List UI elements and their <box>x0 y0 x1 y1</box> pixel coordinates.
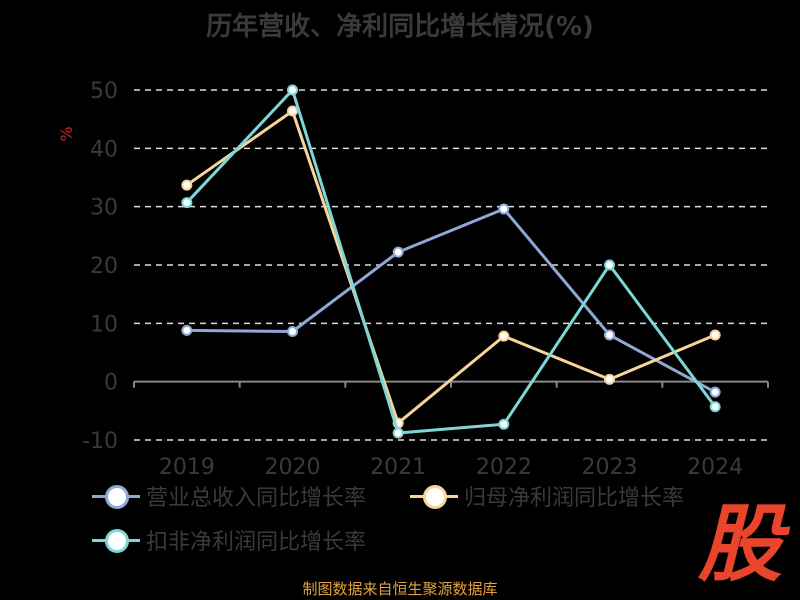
legend-marker-net-profit-icon <box>410 484 458 509</box>
data-point-1 <box>498 330 510 342</box>
y-tick-label: 0 <box>104 371 118 396</box>
data-point-0 <box>181 324 193 336</box>
data-point-0 <box>498 203 510 215</box>
legend-item-deducted-profit[interactable]: 扣非净利润同比增长率 <box>92 524 366 556</box>
data-point-2 <box>392 427 404 439</box>
data-point-0 <box>709 386 721 398</box>
series-line-2 <box>185 87 717 435</box>
data-point-0 <box>287 326 298 337</box>
data-point-1 <box>604 373 615 385</box>
data-source-note: 制图数据来自恒生聚源数据库 <box>302 580 498 598</box>
x-tick-label: 2024 <box>687 455 743 480</box>
data-point-1 <box>709 329 721 341</box>
legend-item-revenue[interactable]: 营业总收入同比增长率 <box>92 480 366 512</box>
x-tick-label: 2019 <box>159 455 215 480</box>
data-point-0 <box>392 246 404 258</box>
y-tick-label: 10 <box>90 312 118 337</box>
series-line-1 <box>185 108 716 426</box>
legend-label-net-profit: 归母净利润同比增长率 <box>464 486 685 511</box>
x-tick-label: 2023 <box>582 455 638 480</box>
legend-label-deducted-profit: 扣非净利润同比增长率 <box>146 530 367 555</box>
legend-marker-revenue-icon <box>92 484 140 509</box>
legend-item-net-profit[interactable]: 归母净利润同比增长率 <box>410 480 684 512</box>
legend-marker-deducted-profit-icon <box>92 528 140 553</box>
stock-logo: 股 <box>697 495 782 593</box>
data-point-2 <box>181 197 193 209</box>
x-tick-label: 2020 <box>265 455 321 480</box>
data-point-2 <box>709 401 721 413</box>
data-point-2 <box>287 84 298 96</box>
chart-title: 历年营收、净利同比增长情况(%) <box>206 12 594 42</box>
data-point-1 <box>287 105 298 117</box>
x-tick-label: 2022 <box>476 455 532 480</box>
data-point-1 <box>181 179 193 191</box>
y-tick-label: 50 <box>90 79 118 104</box>
data-point-0 <box>604 329 615 341</box>
y-tick-label: 30 <box>90 196 118 221</box>
y-tick-label: 20 <box>90 254 118 279</box>
y-axis-label: % <box>57 126 76 141</box>
y-tick-label: -10 <box>82 429 118 454</box>
x-tick-label: 2021 <box>370 455 426 480</box>
y-tick-label: 40 <box>90 137 118 162</box>
legend-label-revenue: 营业总收入同比增长率 <box>146 486 367 511</box>
data-point-2 <box>604 259 615 271</box>
series-line-0 <box>186 207 716 394</box>
data-point-2 <box>498 418 510 430</box>
